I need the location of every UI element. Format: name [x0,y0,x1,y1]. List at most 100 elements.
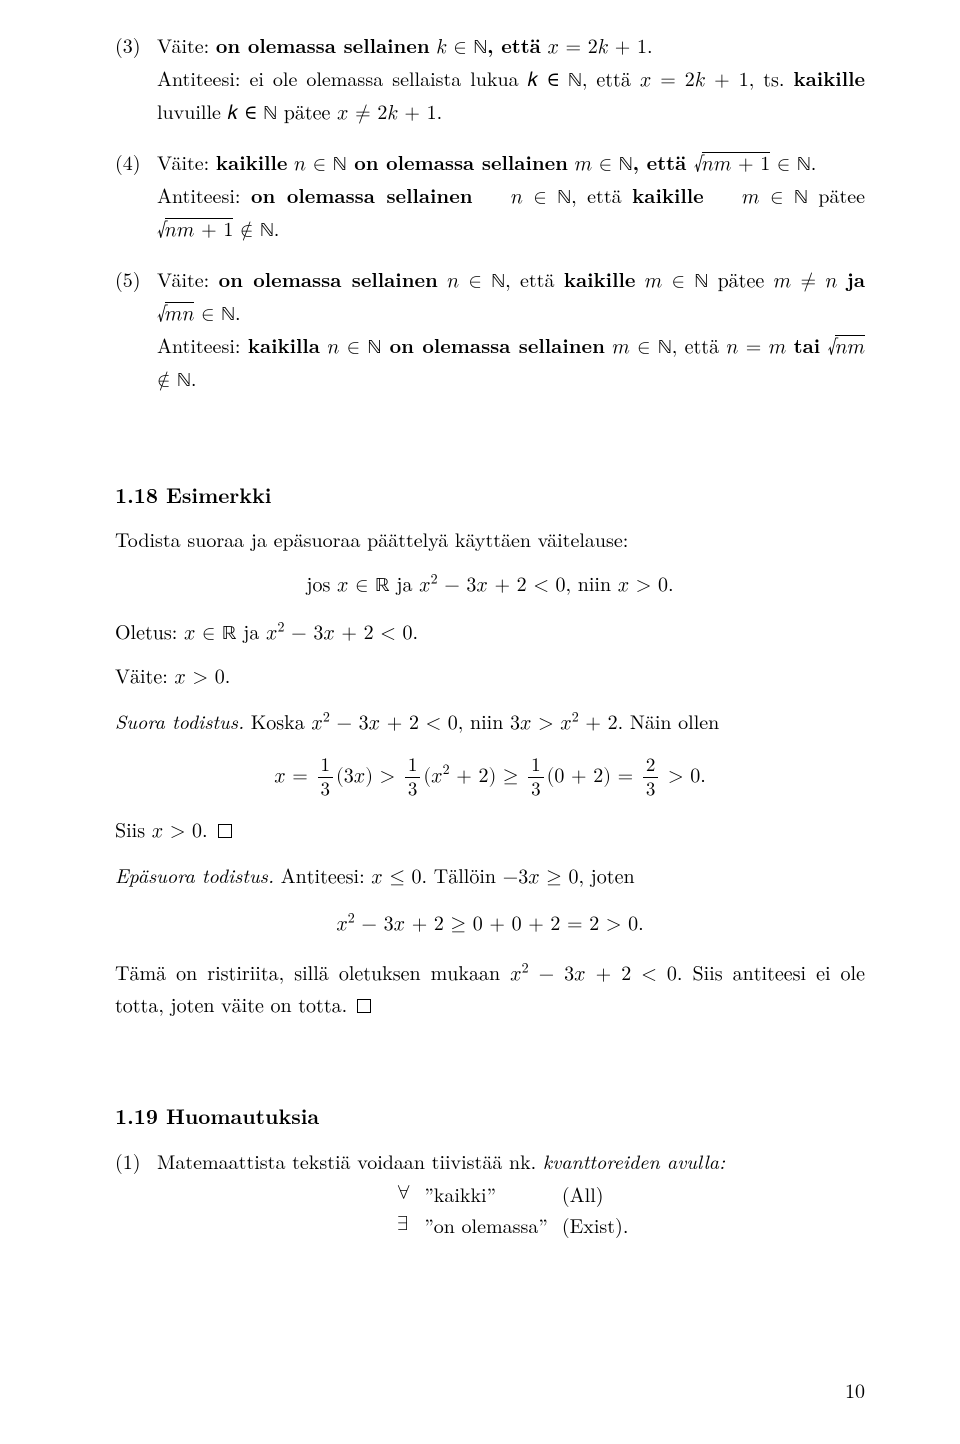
set-N: ℕ [263,104,277,124]
text: (3𝑥) > [336,766,402,786]
italic-term: kvanttoreiden avulla: [543,1146,725,1175]
set-N: ℕ [658,338,672,358]
set-R: ℝ [222,624,237,644]
text: Matemaattista tekstiä voidaan tiivistää … [157,1146,543,1175]
set-R: ℝ [375,576,390,596]
table-row: ∀ ”kaikki” (All) [397,1179,642,1210]
text: jos 𝑥 ∈ [306,575,375,595]
period: . [191,363,197,392]
text: pätee [808,180,865,209]
text: pätee 𝑥 ≠ 2𝑘 + 1. [277,103,442,123]
claim-bold: , että [633,147,694,176]
period: . [811,147,817,176]
assumption: Oletus: 𝑥 ∈ ℝ ja 𝑥2 − 3𝑥 + 2 < 0. [115,619,865,649]
frac-den: 3 [405,777,421,799]
math-text: 𝑘 ∈ [430,37,474,57]
set-N: ℕ [367,338,381,358]
text: ei ole olemassa sellaista lukua 𝑘 ∈ [249,63,568,92]
math-text: 𝑛 ∈ [500,187,557,207]
list-item-5: (5) Väite: on olemassa sellainen 𝑛 ∈ ℕ, … [115,264,865,396]
text: , että [505,264,564,293]
display-ineq: 𝑥2 − 3𝑥 + 2 ≥ 0 + 0 + 2 = 2 > 0. [115,910,865,939]
claim-bold: kaikille [564,264,636,293]
text: Antiteesi: 𝑥 ≤ 0. Tällöin −3𝑥 ≥ 0, joten [274,867,635,887]
claim: Väite: 𝑥 > 0. [115,663,865,692]
text: , että 𝑛 = 𝑚 [672,337,794,357]
math-text: 𝑛 ∈ [438,271,491,291]
text: + 2. Näin ollen [579,706,720,735]
cell-en: (Exist). [562,1210,643,1241]
display-statement: jos 𝑥 ∈ ℝ ja 𝑥2 − 3𝑥 + 2 < 0, niin 𝑥 > 0… [115,571,865,601]
antithesis-label: Antiteesi: [157,330,248,359]
set-N: ℕ [694,272,708,292]
sqrt-inner: 𝑛𝑚 [835,335,865,357]
fraction: 23 [643,756,659,799]
frac-num: 2 [643,756,659,777]
text: − 3𝑥 + 2 < 0, niin 3𝑥 > 𝑥 [330,713,572,733]
heading-1-18: 1.18 Esimerkki [115,480,865,510]
cell-symbol: ∀ [397,1179,424,1210]
cell-name: ”kaikki” [424,1179,562,1210]
frac-den: 3 [528,777,544,799]
set-N: ℕ [619,155,633,175]
frac-num: 1 [405,756,421,777]
fraction: 13 [318,756,334,799]
heading-1-19: 1.19 Huomautuksia [115,1101,865,1131]
set-N: ℕ [473,38,487,58]
indirect-proof: Epäsuora todistus. Antiteesi: 𝑥 ≤ 0. Täl… [115,860,865,892]
frac-num: 1 [528,756,544,777]
item-number: (1) [115,1146,141,1175]
claim-bold: on olemassa sellainen [347,147,568,176]
frac-den: 3 [643,777,659,799]
list-item-1: (1) Matemaattista tekstiä voidaan tiivis… [115,1146,865,1241]
math-text: pätee 𝑚 ≠ 𝑛 [708,271,847,291]
list-item-4: (4) Väite: kaikille 𝑛 ∈ ℕ on olemassa se… [115,147,865,246]
cell-en: (All) [562,1179,643,1210]
display-chain: 𝑥 = 13(3𝑥) > 13(𝑥2 + 2) ≥ 13(0 + 2) = 23… [115,756,865,799]
proof-label: Suora todistus. [115,706,244,735]
cell-symbol: ∃ [397,1210,424,1241]
claim-label: Väite: [157,264,219,293]
text: Oletus: 𝑥 ∈ [115,623,222,643]
item-number: (5) [115,264,141,293]
frac-den: 3 [318,777,334,799]
sqrt-inner: 𝑛𝑚 + 1 [702,152,770,174]
set-N: ℕ [557,188,571,208]
text: Tämä on ristiriita, sillä oletuksen muka… [115,964,522,984]
sqrt-inner: 𝑛𝑚 + 1 [165,218,233,240]
claim-bold: on olemassa sellainen [216,30,430,59]
sqrt-expr: √𝑛𝑚 + 1 [157,213,233,242]
sqrt-expr: √𝑛𝑚 [828,330,865,359]
frac-num: 1 [318,756,334,777]
claim-bold: , että [487,30,541,59]
text: (𝑥 [423,766,442,786]
conclusion: Tämä on ristiriita, sillä oletuksen muka… [115,957,865,1021]
text: > 0. [661,766,705,786]
math-text: 𝑚 ∈ [605,337,658,357]
text: (0 + 2) = [547,766,640,786]
claim-bold: kaikille [216,147,288,176]
claim-label: Väite: [157,147,216,176]
math-text: 𝑥 = 2𝑘 + 1. [541,37,653,57]
item-number: (3) [115,30,141,59]
math-text: 𝑚 ∈ [568,154,619,174]
anti-bold: kaikille [632,180,704,209]
sqrt-expr: √𝑛𝑚 + 1 [694,147,770,176]
text: − 3𝑥 + 2 ≥ 0 + 0 + 2 = 2 > 0. [355,914,644,934]
sqrt-expr: √𝑚𝑛 [157,297,194,326]
set-N: ℕ [794,188,808,208]
period: . [274,213,280,242]
fraction: 13 [405,756,421,799]
set-N: ℕ [260,221,274,241]
text: ja 𝑥 [237,623,278,643]
math-text: ∉ [157,370,177,390]
text: − 3𝑥 + 2 < 0, niin 𝑥 > 0. [438,575,674,595]
proof-label: Epäsuora todistus. [115,860,274,889]
page-number: 10 [845,1375,865,1404]
therefore-line: Siis 𝑥 > 0. [115,817,865,846]
text: Siis 𝑥 > 0. [115,821,208,841]
text: 𝑥 [336,914,347,934]
intro-text: Todista suoraa ja epäsuoraa päättelyä kä… [115,524,865,553]
quantifier-table: ∀ ”kaikki” (All) ∃ ”on olemassa” (Exist)… [397,1179,642,1241]
anti-bold: on olemassa sellainen [251,180,473,209]
